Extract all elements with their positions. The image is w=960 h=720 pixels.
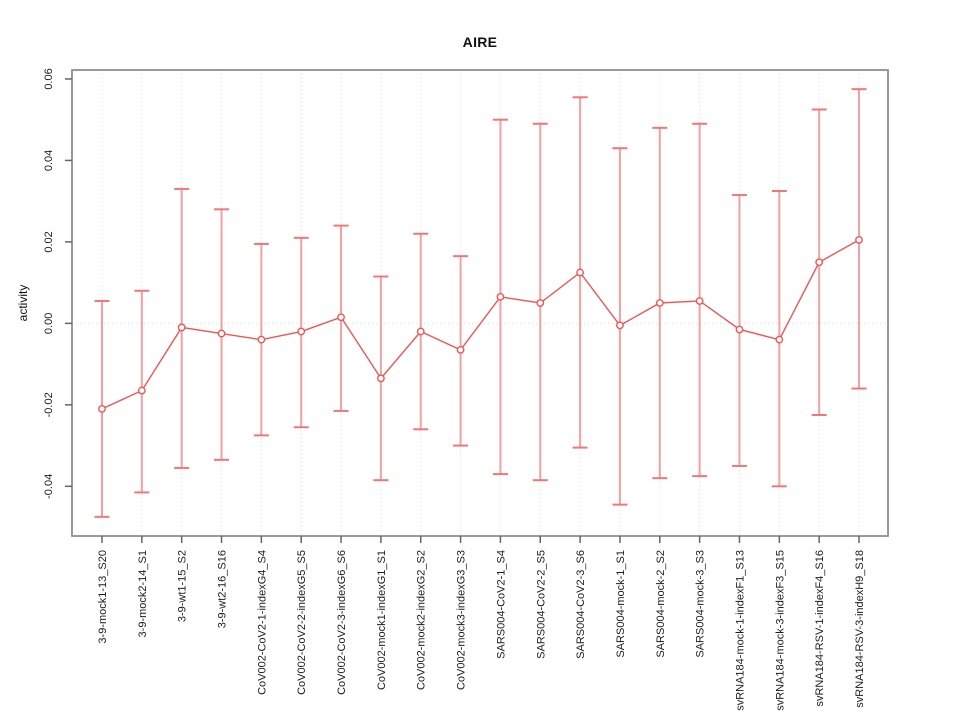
x-tick-label: CoV002-mock2-indexG2_S2 <box>416 550 428 690</box>
y-tick-label: 0.02 <box>43 231 55 252</box>
x-tick-label: SARS004-mock-2_S2 <box>655 550 667 658</box>
y-tick-label: 0.00 <box>43 313 55 334</box>
plot-content: -0.04 -0.02 0.00 0.02 0.04 0.06 3-9-mock1-13_S… <box>43 68 889 711</box>
data-point <box>416 327 425 336</box>
data-point <box>775 335 784 344</box>
data-point <box>815 258 824 267</box>
data-point <box>855 235 863 244</box>
x-tick-label: svRNA184-RSV-1-indexF4_S16 <box>814 550 826 707</box>
data-point <box>137 386 146 395</box>
x-tick-label: 3-9-wt2-16_S16 <box>217 550 229 628</box>
x-tick-label: SARS004-CoV2-1_S4 <box>495 550 507 659</box>
chart-title: AIRE <box>463 34 498 50</box>
data-point <box>297 327 306 336</box>
x-tick-label: CoV002-CoV2-1-indexG4_S4 <box>256 550 268 695</box>
x-tick-label: svRNA184-RSV-3-indexH9_S18 <box>854 550 866 708</box>
data-point <box>376 374 385 383</box>
x-tick-label: CoV002-CoV2-2-indexG5_S5 <box>296 550 308 695</box>
x-tick-label: CoV002-mock3-indexG3_S3 <box>456 550 468 690</box>
x-tick-label: SARS004-mock-1_S1 <box>615 550 627 658</box>
data-point <box>177 323 186 332</box>
x-tick-label: CoV002-mock1-indexG1_S1 <box>376 550 388 690</box>
x-tick-label: svRNA184-mock-1-indexF1_S13 <box>734 550 746 711</box>
x-tick-label: 3-9-mock2-14_S1 <box>137 550 149 637</box>
data-point <box>735 325 744 334</box>
y-tick-label: -0.04 <box>43 474 55 499</box>
y-tick-label: -0.02 <box>43 392 55 417</box>
data-point <box>616 321 624 330</box>
data-point <box>337 313 345 322</box>
y-tick-label: 0.06 <box>43 68 55 89</box>
data-point <box>496 292 505 301</box>
x-tick-label: SARS004-CoV2-2_S5 <box>535 550 547 659</box>
x-tick-label: SARS004-CoV2-3_S6 <box>575 550 587 659</box>
x-tick-label: CoV002-CoV2-3-indexG6_S6 <box>336 550 348 695</box>
x-tick-label: 3-9-mock1-13_S20 <box>97 550 109 644</box>
y-axis-label: activity <box>16 285 30 322</box>
data-point <box>695 297 704 305</box>
data-point <box>456 345 465 354</box>
data-point <box>536 299 545 307</box>
series-line <box>101 239 860 410</box>
plot-border <box>71 69 889 537</box>
data-point <box>257 335 266 344</box>
data-point <box>217 329 226 338</box>
x-tick-label: SARS004-mock-3_S3 <box>695 550 707 658</box>
y-tick-label: 0.04 <box>43 150 55 171</box>
data-point <box>576 268 585 277</box>
data-point <box>98 405 106 413</box>
x-tick-label: svRNA184-mock-3-indexF3_S15 <box>774 550 786 711</box>
data-point <box>655 299 664 307</box>
x-tick-label: 3-9-wt1-15_S2 <box>177 550 189 622</box>
